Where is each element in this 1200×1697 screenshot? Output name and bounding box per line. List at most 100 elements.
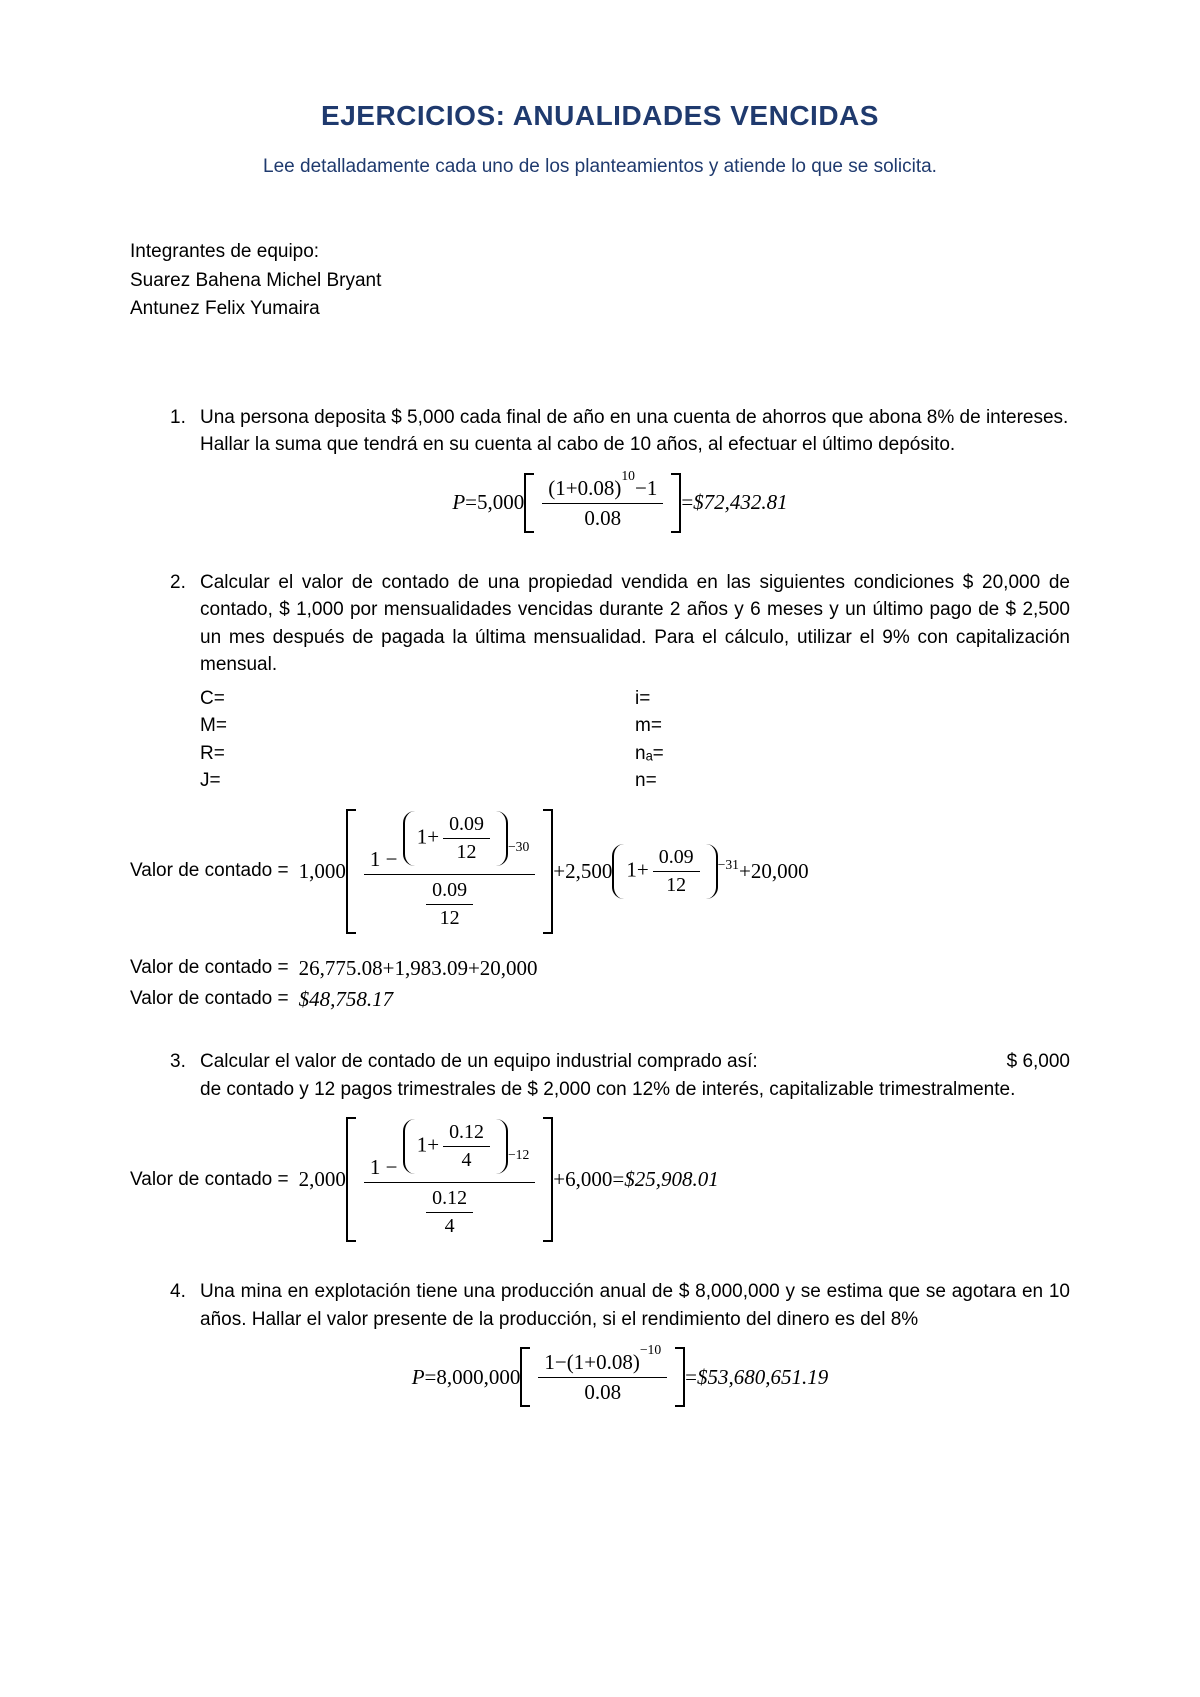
p3-text-b: de contado y 12 pagos trimestrales de $ … — [200, 1079, 1015, 1100]
in-den: 12 — [451, 839, 483, 866]
problem-4-number: 4. — [170, 1278, 200, 1333]
problem-1: 1. Una persona deposita $ 5,000 cada fin… — [170, 404, 1070, 533]
minus: − — [386, 847, 398, 871]
inner: 1+0.0912 — [417, 811, 494, 866]
result: $25,908.01 — [624, 1167, 719, 1192]
inner: 1+0.124 — [417, 1119, 494, 1174]
exp: −12 — [508, 1147, 529, 1162]
one: 1 — [370, 1155, 381, 1179]
vc-label2: Valor de contado = — [130, 957, 289, 979]
exp: 10 — [621, 468, 635, 483]
problem-2-formula-3: Valor de contado = $48,758.17 — [130, 987, 1070, 1012]
problem-3-statement: 3. Calcular el valor de contado de un eq… — [170, 1048, 1070, 1103]
fraction: (1+0.08)10−1 0.08 — [542, 473, 663, 533]
vars-right: i= m= nₐ= n= — [635, 685, 1070, 795]
minus: − — [386, 1155, 398, 1179]
in-num2: 0.09 — [653, 844, 700, 872]
innerbase: 1+ — [417, 1132, 439, 1156]
inner2: 1+0.0912 — [626, 844, 703, 899]
problem-3: 3. Calcular el valor de contado de un eq… — [170, 1048, 1070, 1242]
den-frac: 0.124 — [426, 1185, 473, 1240]
p3-text-a: Calcular el valor de contado de un equip… — [200, 1048, 758, 1076]
equals: = — [425, 1365, 437, 1390]
team-label: Integrantes de equipo: — [130, 238, 1070, 267]
inner-frac: 0.0912 — [443, 811, 490, 866]
equals: = — [612, 1167, 624, 1192]
dn: 0.12 — [426, 1185, 473, 1213]
page-subtitle: Lee detalladamente cada uno de los plant… — [130, 156, 1070, 178]
denominator: 0.0912 — [416, 875, 483, 934]
big-fraction: 1 − 1+0.124 −12 0.124 — [364, 1117, 535, 1242]
problem-2-body: Calcular el valor de contado de una prop… — [200, 572, 1070, 676]
var-n: n= — [635, 767, 1070, 795]
var-J: J= — [200, 767, 635, 795]
p3-amount: $ 6,000 — [1007, 1048, 1070, 1076]
cash: 20,000 — [751, 859, 809, 884]
result: $53,680,651.19 — [697, 1365, 828, 1390]
var-C: C= — [200, 685, 635, 713]
var-P: P — [452, 490, 465, 515]
in-num: 0.12 — [443, 1119, 490, 1147]
problem-2: 2. Calcular el valor de contado de una p… — [170, 569, 1070, 1012]
fraction: 1−(1+0.08)−10 0.08 — [538, 1347, 667, 1407]
problem-1-text: Una persona deposita $ 5,000 cada final … — [200, 404, 1070, 459]
result: $48,758.17 — [299, 987, 394, 1012]
problem-1-formula: P = 5,000 (1+0.08)10−1 0.08 = $72,432.81 — [170, 473, 1070, 533]
vc-label3: Valor de contado = — [130, 988, 289, 1010]
exp: −30 — [508, 839, 529, 854]
problem-3-formula: Valor de contado = 2,000 1 − 1+0.124 −12 — [130, 1117, 1070, 1242]
dd: 12 — [434, 905, 466, 932]
team-member-2: Antunez Felix Yumaira — [130, 295, 1070, 324]
exp: −10 — [640, 1342, 661, 1357]
problem-1-statement: 1. Una persona deposita $ 5,000 cada fin… — [170, 404, 1070, 459]
bracket: (1+0.08)10−1 0.08 — [524, 473, 681, 533]
in-den: 4 — [456, 1147, 478, 1174]
numerator: (1+0.08)10−1 — [542, 473, 663, 504]
pmt: 8,000,000 — [436, 1365, 520, 1390]
team-member-1: Suarez Bahena Michel Bryant — [130, 267, 1070, 296]
problem-4-statement: 4. Una mina en explotación tiene una pro… — [170, 1278, 1070, 1333]
plus: + — [553, 859, 565, 884]
problem-4: 4. Una mina en explotación tiene una pro… — [170, 1278, 1070, 1407]
innerbase: 1+ — [417, 824, 439, 848]
den-frac: 0.0912 — [426, 877, 473, 932]
problems-list: 1. Una persona deposita $ 5,000 cada fin… — [130, 404, 1070, 1408]
problem-4-text: Una mina en explotación tiene una produc… — [200, 1278, 1070, 1333]
equals: = — [465, 490, 477, 515]
pmt: 2,000 — [299, 1167, 346, 1192]
numerator: 1−(1+0.08)−10 — [538, 1347, 667, 1378]
dd: 4 — [439, 1213, 461, 1240]
denominator: 0.124 — [416, 1183, 483, 1242]
one: 1 — [370, 847, 381, 871]
bracket: 1 − 1+0.0912 −30 0.0912 — [346, 809, 553, 934]
in-den2: 12 — [660, 872, 692, 899]
denominator: 0.08 — [578, 1378, 627, 1407]
document-page: EJERCICIOS: ANUALIDADES VENCIDAS Lee det… — [0, 0, 1200, 1697]
base: (1+0.08) — [548, 476, 621, 500]
paren: 1+0.124 — [403, 1119, 508, 1174]
plus: + — [553, 1167, 565, 1192]
paren2: 1+0.0912 — [612, 844, 717, 899]
big-fraction: 1 − 1+0.0912 −30 0.0912 — [364, 809, 535, 934]
problem-2-statement: 2. Calcular el valor de contado de una p… — [170, 569, 1070, 795]
pmt: 1,000 — [299, 859, 346, 884]
vc-label: Valor de contado = — [130, 860, 289, 882]
inner-frac: 0.124 — [443, 1119, 490, 1174]
problem-3-number: 3. — [170, 1048, 200, 1103]
page-title: EJERCICIOS: ANUALIDADES VENCIDAS — [130, 100, 1070, 132]
bracket: 1−(1+0.08)−10 0.08 — [520, 1347, 685, 1407]
team-block: Integrantes de equipo: Suarez Bahena Mic… — [130, 238, 1070, 324]
var-M: M= — [200, 712, 635, 740]
equals: = — [681, 490, 693, 515]
var-na: nₐ= — [635, 740, 1070, 768]
vars-left: C= M= R= J= — [200, 685, 635, 795]
denominator: 0.08 — [578, 504, 627, 533]
var-i: i= — [635, 685, 1070, 713]
bracket: 1 − 1+0.124 −12 0.124 — [346, 1117, 553, 1242]
equals: = — [685, 1365, 697, 1390]
cash: 6,000 — [565, 1167, 612, 1192]
pmt: 5,000 — [477, 490, 524, 515]
lump: 2,500 — [565, 859, 612, 884]
numerator: 1 − 1+0.0912 −30 — [364, 809, 535, 875]
exp2: −31 — [718, 857, 739, 873]
